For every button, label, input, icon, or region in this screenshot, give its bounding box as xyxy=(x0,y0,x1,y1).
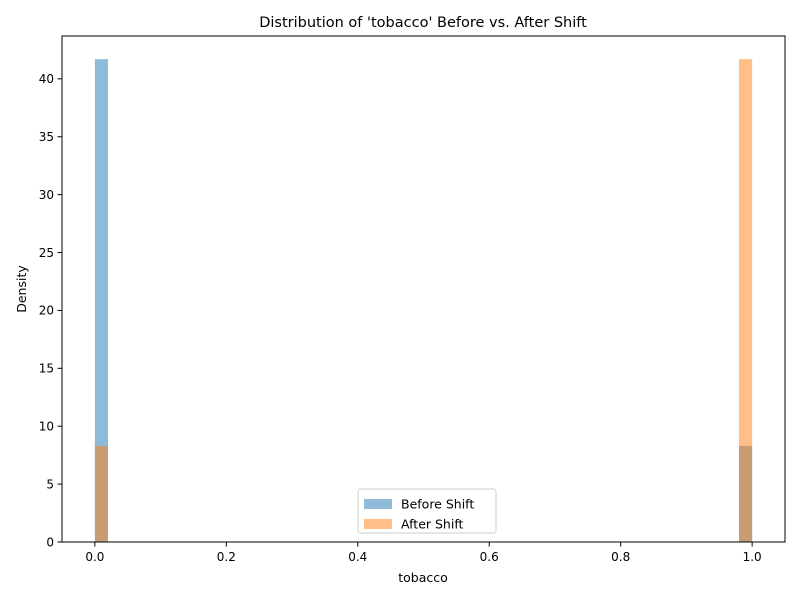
plot-frame xyxy=(61,35,786,543)
y-tick-label: 25 xyxy=(39,246,54,260)
y-tick-label: 30 xyxy=(39,188,54,202)
y-tick-label: 0 xyxy=(46,535,54,549)
y-tick-label: 10 xyxy=(39,420,54,434)
y-tick-label: 15 xyxy=(39,362,54,376)
legend-swatch-before xyxy=(364,499,392,509)
x-tick-label: 0.4 xyxy=(348,550,367,564)
y-tick-label: 40 xyxy=(39,72,54,86)
x-tick-label: 0.6 xyxy=(480,550,499,564)
x-tick-label: 1.0 xyxy=(743,550,762,564)
bar-after-1 xyxy=(738,59,753,542)
y-tick-label: 35 xyxy=(39,130,54,144)
legend-label-after: After Shift xyxy=(401,517,464,532)
axes-layer: 0.0 0.2 0.4 0.6 0.8 1.0 0 5 10 15 20 25 30 35 40 xyxy=(39,35,786,564)
bar-before-0 xyxy=(94,59,109,542)
x-tick-label: 0.2 xyxy=(217,550,236,564)
x-tick-label: 0.0 xyxy=(85,550,104,564)
bar-after-0 xyxy=(94,445,109,542)
legend-box xyxy=(357,488,497,534)
legend: Before Shift After Shift xyxy=(357,488,497,534)
y-axis-label: Density xyxy=(14,265,29,313)
y-tick-label: 5 xyxy=(46,477,54,491)
legend-label-before: Before Shift xyxy=(401,497,474,512)
y-tick-label: 20 xyxy=(39,304,54,318)
x-axis-label: tobacco xyxy=(398,570,448,585)
legend-swatch-after xyxy=(364,519,392,529)
chart-title: Distribution of 'tobacco' Before vs. Aft… xyxy=(259,15,587,31)
x-tick-label: 0.8 xyxy=(611,550,630,564)
bars-layer xyxy=(94,59,753,542)
